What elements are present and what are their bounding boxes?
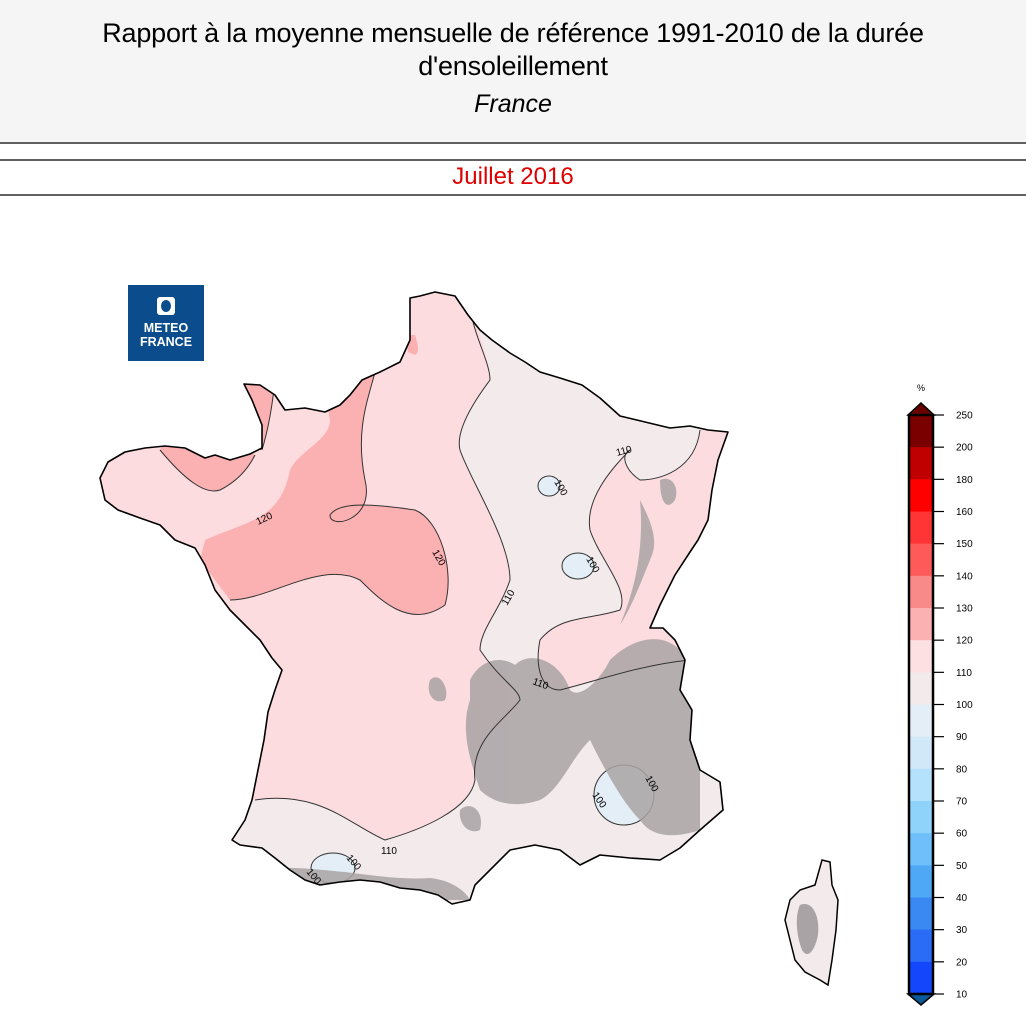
legend-tick-label: 250 [956,411,973,422]
legend-tick-label: 60 [956,829,968,840]
legend-tick-label: 130 [956,604,973,615]
legend-swatch [909,511,933,545]
period-label: Juillet 2016 [452,163,574,190]
legend-swatch [909,833,933,866]
title-line-2: d'ensoleillement [418,51,608,81]
logo-text-2: FRANCE [139,335,193,349]
legend-swatch [909,865,933,898]
legend-swatch [909,575,933,609]
legend-swatch [909,672,933,705]
legend-swatches [909,415,933,995]
logo-text-1: METEO [143,321,189,335]
legend-tick-label: 150 [956,539,973,550]
legend-tick-label: 180 [956,475,973,486]
legend-swatch [909,415,933,448]
period-banner: Juillet 2016 [0,159,1026,196]
legend-swatch [909,640,933,673]
logo-icon [157,297,175,315]
legend-tick-label: 80 [956,764,968,775]
legend-tick-label: 20 [956,957,968,968]
contour-label: 110 [531,676,550,692]
legend-tick-label: 40 [956,893,968,904]
legend-unit: % [917,383,925,393]
region-subtitle: France [474,90,552,118]
page-title: Rapport à la moyenne mensuelle de référe… [0,0,1026,83]
legend-swatch [909,961,933,995]
legend-swatch [909,447,933,480]
header: Rapport à la moyenne mensuelle de référe… [0,0,1026,144]
meteo-france-logo: METEO FRANCE [128,285,204,361]
legend-swatch [909,929,933,963]
legend-tick-label: 110 [956,668,972,679]
legend-arrow-bottom [905,993,937,1006]
legend-swatch [909,768,933,802]
legend-swatch [909,704,933,738]
corsica-relief [796,904,819,955]
legend-tick-label: 10 [956,990,968,1001]
legend-swatch [909,736,933,770]
title-line-1: Rapport à la moyenne mensuelle de référe… [102,18,924,48]
legend-swatch [909,543,933,577]
contour-label: 110 [615,444,634,459]
legend-swatch [909,897,933,931]
legend-tick-label: 160 [956,507,973,518]
legend-ticks: 250 200 180 160 150 140 130 120 110 100 90 80 70 60 50… [933,411,973,1001]
legend-tick-label: 70 [956,797,968,808]
legend-tick-label: 50 [956,861,968,872]
legend-arrow-top [906,401,936,416]
france-border [99,291,729,905]
contour-label: 110 [381,846,397,857]
legend-swatch [909,608,933,641]
legend-swatch [909,479,933,512]
legend-tick-label: 100 [956,700,973,711]
legend-tick-label: 120 [956,636,973,647]
legend-tick-label: 140 [956,571,973,582]
legend-swatch [909,801,933,834]
legend-tick-label: 200 [956,443,973,454]
legend-tick-label: 30 [956,925,968,936]
legend-tick-label: 90 [956,732,968,743]
